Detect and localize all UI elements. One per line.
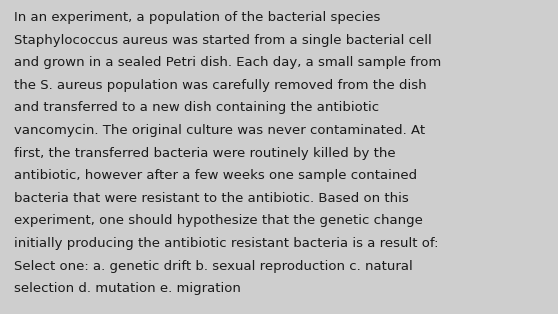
Text: selection d. mutation e. migration: selection d. mutation e. migration xyxy=(14,282,241,295)
Text: Staphylococcus aureus was started from a single bacterial cell: Staphylococcus aureus was started from a… xyxy=(14,34,432,46)
Text: the S. aureus population was carefully removed from the dish: the S. aureus population was carefully r… xyxy=(14,79,426,92)
Text: and grown in a sealed Petri dish. Each day, a small sample from: and grown in a sealed Petri dish. Each d… xyxy=(14,56,441,69)
Text: vancomycin. The original culture was never contaminated. At: vancomycin. The original culture was nev… xyxy=(14,124,425,137)
Text: and transferred to a new dish containing the antibiotic: and transferred to a new dish containing… xyxy=(14,101,379,114)
Text: antibiotic, however after a few weeks one sample contained: antibiotic, however after a few weeks on… xyxy=(14,169,417,182)
Text: initially producing the antibiotic resistant bacteria is a result of:: initially producing the antibiotic resis… xyxy=(14,237,439,250)
Text: In an experiment, a population of the bacterial species: In an experiment, a population of the ba… xyxy=(14,11,381,24)
Text: experiment, one should hypothesize that the genetic change: experiment, one should hypothesize that … xyxy=(14,214,423,227)
Text: first, the transferred bacteria were routinely killed by the: first, the transferred bacteria were rou… xyxy=(14,147,396,160)
Text: Select one: a. genetic drift b. sexual reproduction c. natural: Select one: a. genetic drift b. sexual r… xyxy=(14,260,413,273)
Text: bacteria that were resistant to the antibiotic. Based on this: bacteria that were resistant to the anti… xyxy=(14,192,408,205)
